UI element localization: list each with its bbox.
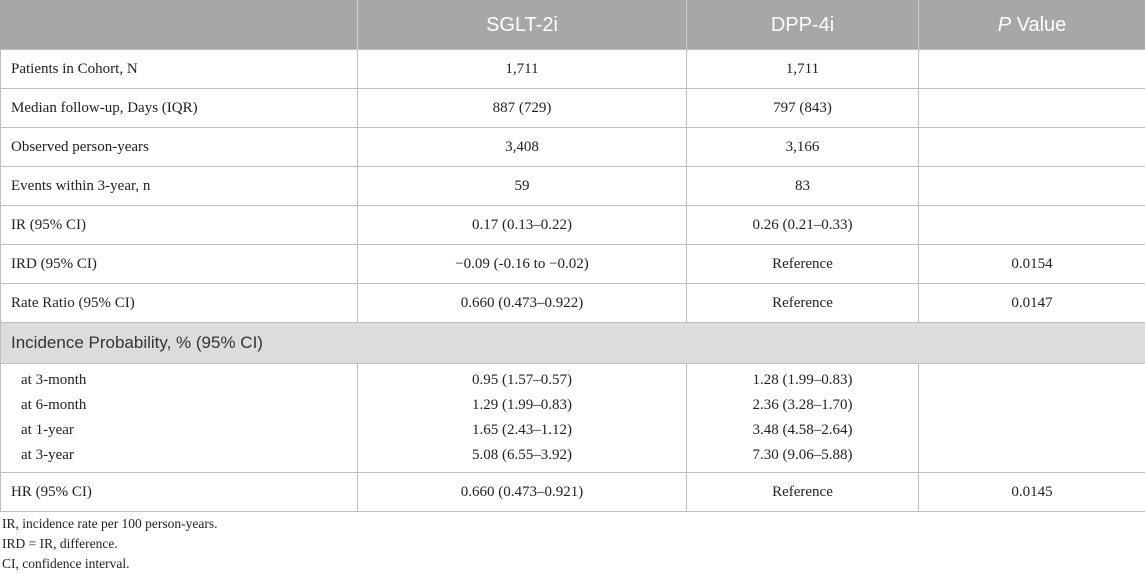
footnote: IR, incidence rate per 100 person-years. (2, 514, 218, 534)
row-label: Rate Ratio (95% CI) (1, 284, 358, 323)
incidence-dpp4-value: 7.30 (9.06–5.88) (697, 443, 908, 468)
p-value-cell: 0.0147 (919, 284, 1145, 323)
dpp4-cell: 3,166 (687, 128, 919, 167)
header-empty-cell (1, 1, 358, 50)
sglt2-cell: 59 (358, 167, 687, 206)
table-row: HR (95% CI) 0.660 (0.473–0.921) Referenc… (1, 473, 1145, 512)
section-label: Incidence Probability, % (95% CI) (1, 323, 1145, 364)
table-header: SGLT-2i DPP-4i P Value (1, 1, 1145, 50)
incidence-dpp4-cell: 1.28 (1.99–0.83) 2.36 (3.28–1.70) 3.48 (… (687, 364, 919, 473)
incidence-dpp4-value: 1.28 (1.99–0.83) (697, 368, 908, 393)
table-row: Median follow-up, Days (IQR) 887 (729) 7… (1, 89, 1145, 128)
table-footnotes: IR, incidence rate per 100 person-years.… (2, 514, 218, 574)
sglt2-cell: 887 (729) (358, 89, 687, 128)
incidence-sglt2-value: 0.95 (1.57–0.57) (368, 368, 676, 393)
section-row-incidence: Incidence Probability, % (95% CI) (1, 323, 1145, 364)
sglt2-cell: −0.09 (-0.16 to −0.02) (358, 245, 687, 284)
incidence-label: at 1-year (11, 418, 347, 443)
p-value-cell (919, 128, 1145, 167)
header-value-word: Value (1011, 14, 1066, 36)
p-value-cell (919, 50, 1145, 89)
incidence-row: at 3-month at 6-month at 1-year at 3-yea… (1, 364, 1145, 473)
header-dpp4: DPP-4i (687, 1, 919, 50)
incidence-dpp4-value: 2.36 (3.28–1.70) (697, 393, 908, 418)
incidence-p-value-cell (919, 364, 1145, 473)
incidence-labels-cell: at 3-month at 6-month at 1-year at 3-yea… (1, 364, 358, 473)
dpp4-cell: Reference (687, 245, 919, 284)
sglt2-cell: 0.660 (0.473–0.922) (358, 284, 687, 323)
incidence-label: at 3-year (11, 443, 347, 468)
table-row: Events within 3-year, n 59 83 (1, 167, 1145, 206)
incidence-label: at 3-month (11, 368, 347, 393)
incidence-sglt2-value: 1.29 (1.99–0.83) (368, 393, 676, 418)
dpp4-cell: Reference (687, 284, 919, 323)
header-row: SGLT-2i DPP-4i P Value (1, 1, 1145, 50)
row-label: Observed person-years (1, 128, 358, 167)
header-sglt2: SGLT-2i (358, 1, 687, 50)
table-row: Observed person-years 3,408 3,166 (1, 128, 1145, 167)
sglt2-cell: 3,408 (358, 128, 687, 167)
dpp4-cell: 797 (843) (687, 89, 919, 128)
footnote: CI, confidence interval. (2, 554, 218, 574)
row-label: IR (95% CI) (1, 206, 358, 245)
sglt2-cell: 0.17 (0.13–0.22) (358, 206, 687, 245)
header-p-letter: P (998, 14, 1011, 36)
sglt2-cell: 1,711 (358, 50, 687, 89)
p-value-cell (919, 206, 1145, 245)
table-row: Patients in Cohort, N 1,711 1,711 (1, 50, 1145, 89)
dpp4-cell: 1,711 (687, 50, 919, 89)
results-table: SGLT-2i DPP-4i P Value Patients in Cohor… (0, 0, 1145, 512)
header-p-value: P Value (919, 1, 1145, 50)
table-row: IRD (95% CI) −0.09 (-0.16 to −0.02) Refe… (1, 245, 1145, 284)
incidence-sglt2-value: 1.65 (2.43–1.12) (368, 418, 676, 443)
dpp4-cell: 83 (687, 167, 919, 206)
table-row: Rate Ratio (95% CI) 0.660 (0.473–0.922) … (1, 284, 1145, 323)
p-value-cell (919, 89, 1145, 128)
row-label: IRD (95% CI) (1, 245, 358, 284)
row-label: Patients in Cohort, N (1, 50, 358, 89)
incidence-sglt2-cell: 0.95 (1.57–0.57) 1.29 (1.99–0.83) 1.65 (… (358, 364, 687, 473)
p-value-cell (919, 167, 1145, 206)
sglt2-cell: 0.660 (0.473–0.921) (358, 473, 687, 512)
row-label: HR (95% CI) (1, 473, 358, 512)
incidence-label: at 6-month (11, 393, 347, 418)
dpp4-cell: Reference (687, 473, 919, 512)
p-value-cell: 0.0145 (919, 473, 1145, 512)
p-value-cell: 0.0154 (919, 245, 1145, 284)
dpp4-cell: 0.26 (0.21–0.33) (687, 206, 919, 245)
incidence-dpp4-value: 3.48 (4.58–2.64) (697, 418, 908, 443)
table-row: IR (95% CI) 0.17 (0.13–0.22) 0.26 (0.21–… (1, 206, 1145, 245)
row-label: Median follow-up, Days (IQR) (1, 89, 358, 128)
footnote: IRD = IR, difference. (2, 534, 218, 554)
incidence-sglt2-value: 5.08 (6.55–3.92) (368, 443, 676, 468)
row-label: Events within 3-year, n (1, 167, 358, 206)
